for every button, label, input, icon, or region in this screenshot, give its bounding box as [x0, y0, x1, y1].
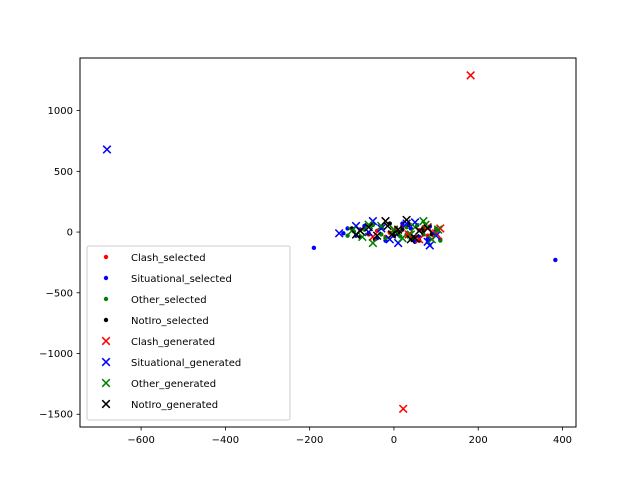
data-point [311, 245, 317, 251]
data-point-x [423, 224, 432, 233]
legend-entry: Other_generated [101, 378, 216, 390]
legend-entry: Situational_generated [101, 357, 241, 369]
plot-frame [79, 57, 577, 428]
data-point-x [381, 216, 390, 226]
x-axis: −600 −400 −200 0 200 400 [127, 427, 572, 446]
legend-marker [101, 378, 111, 388]
data-point-x [414, 226, 424, 236]
data-point-x [425, 241, 435, 250]
legend-label: Other_selected [131, 295, 207, 306]
legend-entry: Clash_generated [101, 336, 215, 348]
legend-entry: Situational_selected [103, 274, 232, 285]
data-point-x [372, 231, 382, 241]
x-tick-label: 0 [391, 435, 397, 446]
data-point-x [358, 232, 367, 242]
y-tick-label: −1000 [39, 349, 73, 360]
data-point-x [334, 228, 344, 238]
x-tick-label: 400 [553, 435, 572, 446]
legend-marker [103, 296, 109, 302]
data-point-x [398, 404, 408, 414]
data-point-x [402, 219, 411, 228]
legend-label: Clash_selected [131, 253, 206, 264]
legend-entry: Other_selected [103, 295, 207, 306]
legend-marker [101, 399, 111, 409]
series-notiro-generated [351, 215, 432, 244]
legend-marker [103, 254, 109, 260]
legend-label: NotIro_generated [131, 400, 218, 411]
legend: Clash_selected Situational_selected Other_… [86, 245, 291, 421]
legend-entry: Clash_selected [103, 253, 206, 264]
data-point-x [376, 224, 386, 233]
legend-marker [103, 317, 109, 323]
legend-box [86, 245, 291, 421]
data-point-x [404, 230, 414, 239]
y-tick-label: 0 [67, 228, 73, 239]
y-tick-label: 1000 [48, 106, 73, 117]
data-point [400, 227, 405, 232]
data-point-x [351, 230, 361, 239]
x-tick-label: −600 [127, 435, 154, 446]
data-point [553, 257, 558, 263]
legend-label: Situational_selected [131, 274, 232, 285]
data-point-x [364, 222, 373, 232]
y-tick-label: −1500 [39, 410, 73, 421]
legend-label: Situational_generated [131, 358, 241, 369]
plot-points [102, 71, 558, 414]
data-point-x [406, 235, 416, 244]
y-tick-label: −500 [46, 288, 73, 299]
x-tick-label: −400 [212, 435, 239, 446]
legend-entry: NotIro_selected [103, 316, 209, 327]
data-point-x [433, 225, 443, 234]
legend-label: Clash_generated [131, 337, 215, 348]
data-point-x [368, 238, 378, 248]
legend-label: Other_generated [131, 379, 216, 390]
data-point-x [402, 215, 411, 225]
data-point-x [387, 230, 397, 239]
y-axis: −1500 −1000 −500 0 500 1000 [39, 106, 80, 421]
legend-marker [103, 275, 109, 281]
legend-marker [101, 357, 111, 367]
legend-label: NotIro_selected [131, 316, 209, 327]
x-tick-label: −200 [296, 435, 323, 446]
data-point-x [364, 220, 373, 230]
data-point-x [385, 235, 395, 244]
data-point [341, 231, 346, 236]
data-point-x [383, 221, 392, 231]
data-point-x [102, 145, 112, 154]
data-point-x [427, 235, 437, 244]
y-tick-label: 500 [54, 167, 73, 178]
legend-entry: NotIro_generated [101, 399, 218, 411]
data-point-x [466, 71, 475, 80]
data-point-x [398, 233, 407, 243]
legend-marker [101, 336, 111, 346]
data-point-x [393, 225, 403, 234]
x-tick-label: 200 [469, 435, 488, 446]
